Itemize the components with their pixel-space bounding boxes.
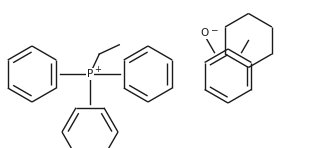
Text: +: + [95, 65, 102, 74]
Text: P: P [87, 69, 93, 79]
Text: −: − [210, 25, 217, 34]
Text: O: O [201, 28, 208, 38]
